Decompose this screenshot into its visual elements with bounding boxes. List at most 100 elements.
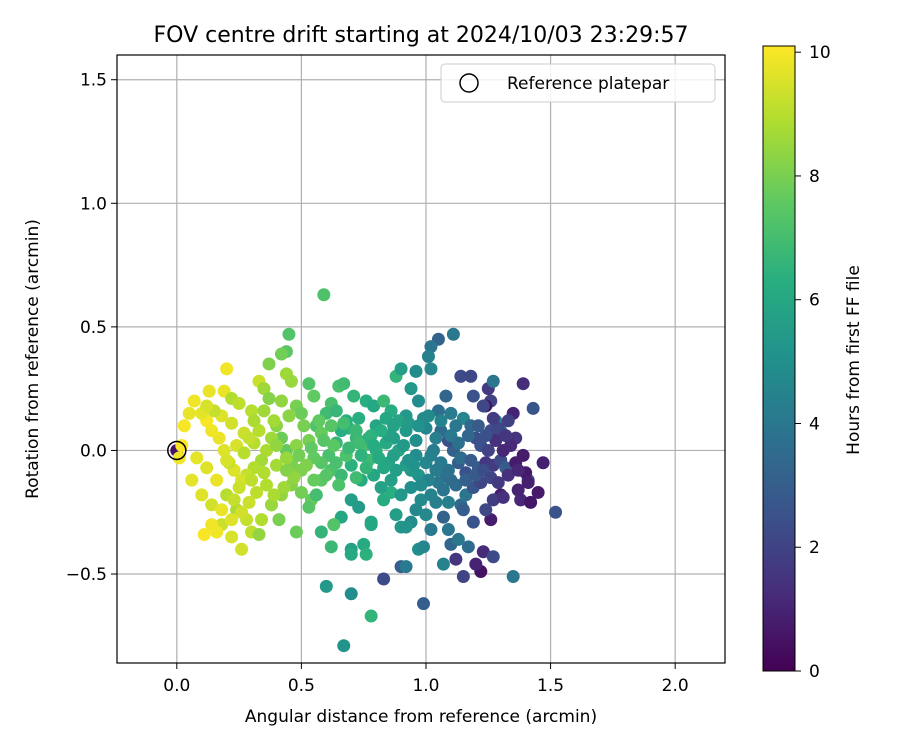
data-point — [431, 404, 445, 418]
colorbar: 0 2 4 6 8 10 Hours from first FF file — [762, 43, 864, 682]
x-tick-label: 0.5 — [288, 676, 315, 696]
data-point — [235, 542, 249, 556]
data-point — [397, 439, 411, 453]
data-point — [267, 488, 281, 502]
data-point — [479, 503, 493, 517]
data-point — [227, 493, 241, 507]
data-point — [506, 569, 520, 583]
data-point — [185, 473, 199, 487]
data-point — [272, 513, 286, 527]
y-tick-label: 1.5 — [80, 71, 107, 91]
data-point — [394, 362, 408, 376]
legend-box — [440, 63, 716, 103]
data-point — [215, 503, 229, 517]
y-tick-label: −0.5 — [66, 565, 107, 585]
data-point — [429, 431, 443, 445]
data-point — [190, 451, 204, 465]
data-point — [289, 525, 303, 539]
data-point — [399, 560, 413, 574]
x-tick-label: 2.0 — [662, 676, 689, 696]
data-point — [424, 340, 438, 354]
data-point — [399, 520, 413, 534]
data-point — [364, 518, 378, 532]
data-point — [210, 473, 224, 487]
data-point — [317, 288, 331, 302]
data-point — [232, 396, 246, 410]
data-point — [526, 401, 540, 415]
data-point — [329, 456, 343, 470]
data-point — [409, 434, 423, 448]
data-point — [469, 557, 483, 571]
data-point — [514, 493, 528, 507]
data-point — [486, 411, 500, 425]
data-point — [409, 364, 423, 378]
data-point — [404, 481, 418, 495]
data-point — [414, 493, 428, 507]
data-point — [456, 503, 470, 517]
data-point — [269, 458, 283, 472]
data-point — [416, 597, 430, 611]
data-point — [260, 478, 274, 492]
data-point — [446, 327, 460, 341]
data-point — [220, 362, 234, 376]
data-point — [459, 473, 473, 487]
legend-entry-label: Reference platepar — [507, 74, 669, 94]
data-point — [449, 552, 463, 566]
data-point — [471, 419, 485, 433]
data-point — [424, 362, 438, 376]
data-point — [257, 404, 271, 418]
data-point — [307, 473, 321, 487]
data-point — [252, 424, 266, 438]
data-points — [170, 288, 563, 653]
data-point — [242, 495, 256, 509]
colorbar-label: Hours from first FF file — [844, 265, 864, 455]
data-point — [289, 439, 303, 453]
data-point — [269, 439, 283, 453]
data-point — [409, 503, 423, 517]
data-point — [511, 483, 525, 497]
data-point — [279, 463, 293, 477]
data-point — [404, 382, 418, 396]
data-point — [412, 394, 426, 408]
data-point — [250, 485, 264, 499]
data-point — [501, 414, 515, 428]
data-point — [377, 461, 391, 475]
data-point — [262, 357, 276, 371]
data-point — [486, 550, 500, 564]
data-point — [416, 540, 430, 554]
data-point — [464, 369, 478, 383]
data-point — [352, 411, 366, 425]
data-point — [202, 384, 216, 398]
data-point — [344, 587, 358, 601]
data-point — [309, 488, 323, 502]
y-tick-label: 0.5 — [80, 318, 107, 338]
y-axis-ticks: −0.5 0.0 0.5 1.0 1.5 — [66, 71, 117, 585]
data-point — [242, 431, 256, 445]
data-point — [441, 523, 455, 537]
data-point — [439, 389, 453, 403]
data-point — [516, 377, 530, 391]
data-point — [436, 510, 450, 524]
data-point — [486, 493, 500, 507]
data-point — [182, 406, 196, 420]
data-point — [359, 461, 373, 475]
plot-frame — [116, 54, 726, 664]
data-point — [499, 429, 513, 443]
data-point — [511, 463, 525, 477]
data-point — [352, 436, 366, 450]
data-point — [481, 443, 495, 457]
data-point — [237, 446, 251, 460]
x-tick-label: 1.0 — [412, 676, 439, 696]
data-point — [245, 473, 259, 487]
data-point — [235, 505, 249, 519]
colorbar-tick-label: 8 — [809, 167, 820, 187]
data-point — [424, 448, 438, 462]
data-point — [441, 495, 455, 509]
data-point — [421, 350, 435, 364]
data-point — [302, 500, 316, 514]
data-point — [402, 416, 416, 430]
y-axis-label: Rotation from reference (arcmin) — [23, 219, 43, 499]
data-point — [367, 399, 381, 413]
data-point — [464, 453, 478, 467]
colorbar-tick-label: 0 — [809, 662, 820, 682]
